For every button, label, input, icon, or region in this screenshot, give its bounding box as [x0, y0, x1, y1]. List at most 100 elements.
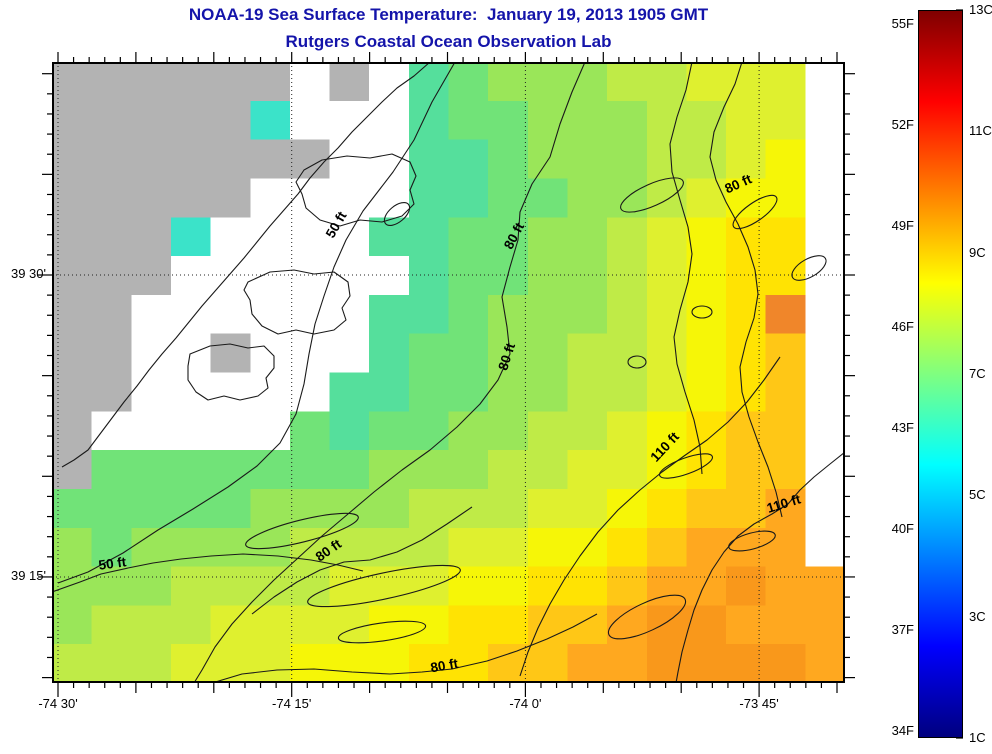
- sst-cell: [210, 644, 251, 683]
- depth-contour-blob: [245, 512, 359, 550]
- sst-cell: [408, 178, 450, 218]
- sst-cell: [646, 294, 687, 335]
- sst-cell: [408, 62, 450, 102]
- contour-label: 50 ft: [98, 554, 128, 573]
- sst-cell: [646, 372, 687, 412]
- contour-label: 80 ft: [429, 656, 459, 676]
- sst-cell: [408, 411, 450, 451]
- sst-cell: [369, 294, 410, 335]
- sst-cell: [52, 450, 93, 490]
- sst-cell: [646, 411, 687, 451]
- sst-cell: [210, 411, 251, 451]
- sst-cell: [289, 644, 331, 683]
- sst-cell: [91, 488, 132, 529]
- sst-cell: [726, 100, 767, 141]
- y-axis-label: 39 30': [10, 266, 46, 281]
- sst-cell: [686, 450, 727, 490]
- sst-cell: [369, 411, 410, 451]
- sst-cell: [52, 62, 93, 102]
- sst-cell: [369, 178, 410, 218]
- sst-cell: [91, 139, 132, 180]
- sst-cell: [646, 333, 687, 374]
- depth-contour-blob: [620, 177, 684, 213]
- x-axis-label: -74 30': [38, 696, 78, 711]
- sst-cell: [488, 256, 529, 296]
- depth-contour: [669, 62, 703, 475]
- sst-cell: [289, 217, 331, 257]
- sst-cell: [726, 605, 767, 645]
- sst-cell: [805, 333, 845, 374]
- sst-cell: [448, 178, 489, 218]
- sst-cell: [488, 217, 529, 257]
- sst-cell: [805, 566, 845, 606]
- sst-cell: [329, 605, 370, 645]
- sst-cell: [805, 527, 845, 568]
- sst-cell: [686, 411, 727, 451]
- sst-cell: [369, 333, 410, 374]
- sst-cell: [408, 488, 450, 529]
- sst-cell: [329, 333, 370, 374]
- sst-cell: [448, 450, 489, 490]
- sst-cell: [567, 605, 608, 645]
- depth-contour-blob: [728, 530, 776, 552]
- sst-cell: [170, 566, 212, 606]
- sst-cell: [765, 256, 806, 296]
- sst-cell: [646, 62, 687, 102]
- sst-cell: [408, 217, 450, 257]
- sst-cell: [567, 411, 608, 451]
- sst-cell: [805, 62, 845, 102]
- sst-cell: [52, 605, 93, 645]
- sst-cell: [408, 333, 450, 374]
- sst-cell: [805, 178, 845, 218]
- sst-cell: [607, 411, 648, 451]
- sst-cell: [726, 333, 767, 374]
- sst-cell: [289, 566, 331, 606]
- sst-cell: [607, 256, 648, 296]
- sst-cell: [726, 566, 767, 606]
- sst-cell: [726, 256, 767, 296]
- sst-cell: [726, 62, 767, 102]
- sst-cell: [527, 450, 569, 490]
- sst-cell: [805, 256, 845, 296]
- sst-cell: [131, 644, 172, 683]
- sst-cell: [567, 333, 608, 374]
- sst-cell: [131, 566, 172, 606]
- sst-cell: [527, 488, 569, 529]
- sst-cell: [448, 139, 489, 180]
- sst-cell: [646, 450, 687, 490]
- sst-cell: [408, 605, 450, 645]
- sst-cell: [289, 62, 331, 102]
- sst-cell: [527, 372, 569, 412]
- sst-cell: [646, 488, 687, 529]
- colorbar-label-c: 1C: [969, 730, 986, 745]
- depth-contour: [57, 62, 456, 584]
- sst-cell: [131, 178, 172, 218]
- sst-cell: [805, 294, 845, 335]
- sst-cell: [369, 450, 410, 490]
- sst-cell: [686, 139, 727, 180]
- sst-cell: [131, 605, 172, 645]
- sst-cell: [488, 450, 529, 490]
- sst-cell: [567, 488, 608, 529]
- depth-contour: [519, 356, 781, 677]
- sst-cell: [91, 450, 132, 490]
- sst-cell: [91, 605, 132, 645]
- colorbar-label-c: 13C: [969, 2, 992, 17]
- colorbar-label-c: 11C: [969, 123, 992, 139]
- sst-cell: [369, 644, 410, 683]
- sst-cell: [527, 527, 569, 568]
- sst-cell: [289, 100, 331, 141]
- sst-cell: [250, 256, 291, 296]
- sst-cell: [250, 450, 291, 490]
- sst-cell: [488, 644, 529, 683]
- sst-cell: [805, 139, 845, 180]
- sst-cell: [170, 217, 212, 257]
- sst-cell: [488, 605, 529, 645]
- sst-cell: [52, 644, 93, 683]
- temperature-colorbar: [918, 10, 963, 738]
- sst-cell: [250, 62, 291, 102]
- sst-cell: [408, 527, 450, 568]
- sst-cell: [607, 62, 648, 102]
- depth-contour: [52, 553, 364, 593]
- sst-cell: [210, 294, 251, 335]
